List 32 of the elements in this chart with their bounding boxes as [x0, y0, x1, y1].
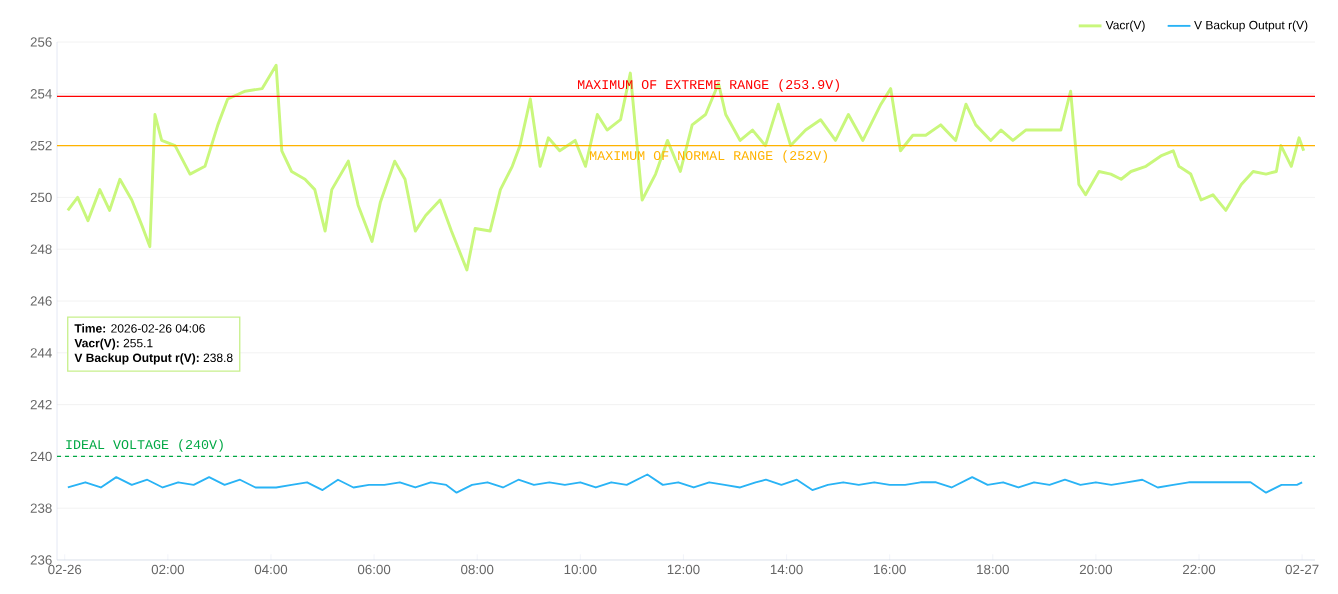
ref-line-label: IDEAL VOLTAGE (240V) — [66, 439, 223, 452]
y-tick-label: 236 — [30, 555, 52, 565]
legend-label: Vacr(V) — [1105, 20, 1145, 32]
y-tick-label: 238 — [30, 503, 52, 513]
x-tick-label: 04:00 — [254, 564, 288, 575]
y-tick-label: 244 — [30, 348, 52, 358]
x-tick-label: 02-27 — [1285, 564, 1319, 575]
y-tick-label: 242 — [30, 399, 52, 410]
ref-line-label: MAXIMUM OF EXTREME RANGE (253.9V) — [578, 79, 839, 92]
x-tick-label: 02:00 — [151, 564, 185, 575]
x-tick-label: 14:00 — [770, 564, 803, 575]
x-tick-label: 22:00 — [1182, 564, 1216, 575]
y-tick-label: 246 — [30, 296, 52, 306]
y-tick-label: 248 — [30, 244, 52, 254]
legend-label: V Backup Output r(V) — [1194, 20, 1308, 32]
x-tick-label: 16:00 — [874, 564, 906, 575]
x-tick-label: 06:00 — [357, 564, 391, 575]
annotation: V Backup Output r(V): 238.8 — [74, 353, 233, 365]
x-tick-label: 10:00 — [564, 564, 597, 575]
y-tick-label: 256 — [30, 37, 52, 47]
ref-line-label: MAXIMUM OF NORMAL RANGE (252V) — [590, 150, 827, 163]
annotation: Time: 2026-02-26 04:06 — [74, 323, 205, 333]
y-tick-label: 254 — [30, 89, 52, 99]
annotation: Vacr(V): 255.1 — [74, 338, 153, 350]
y-tick-label: 250 — [30, 192, 52, 203]
x-tick-label: 08:00 — [461, 564, 494, 575]
x-tick-label: 20:00 — [1079, 564, 1113, 575]
y-tick-label: 252 — [30, 140, 52, 151]
x-tick-label: 18:00 — [977, 564, 1009, 575]
x-tick-label: 02-26 — [48, 564, 82, 575]
y-tick-label: 240 — [30, 451, 52, 462]
x-tick-label: 12:00 — [667, 564, 700, 575]
